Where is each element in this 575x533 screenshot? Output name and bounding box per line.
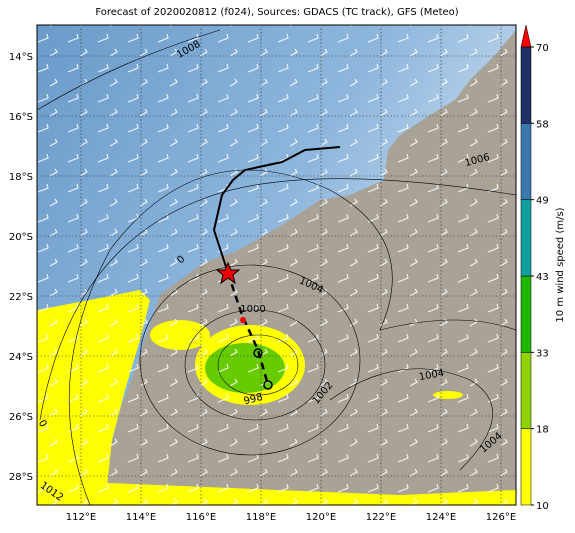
forecast-point [263, 380, 273, 390]
map-title: Forecast of 2020020812 (f024), Sources: … [95, 7, 458, 18]
colorbar-tick-label: 18 [536, 425, 549, 436]
map-area [37, 25, 516, 505]
forecast-point [240, 317, 246, 323]
track-forecast [226, 272, 270, 386]
colorbar-segment [520, 275, 532, 353]
colorbar: 10 18 33 43 49 58 70 10 m wind speed (m/s) [520, 24, 566, 512]
lon-label: 112°E [66, 512, 96, 523]
lon-label: 114°E [126, 512, 156, 523]
colorbar-tick-label: 70 [536, 43, 549, 54]
wind-barbs [37, 25, 516, 505]
isobar-label: 0 [36, 418, 49, 429]
lat-label: 18°S [9, 172, 33, 183]
colorbar-label: 10 m wind speed (m/s) [555, 207, 566, 322]
track-past [212, 146, 341, 274]
lon-label: 116°E [186, 512, 216, 523]
colorbar-tick-label: 10 [536, 501, 549, 512]
forecast-point [253, 348, 263, 358]
current-position [215, 261, 241, 285]
colorbar-segment [520, 428, 532, 506]
map-frame [36, 24, 517, 506]
colorbar-segment [520, 199, 532, 277]
isobar-label: 1004 [418, 368, 445, 383]
lat-label: 22°S [9, 292, 33, 303]
lon-label: 124°E [426, 512, 456, 523]
colorbar-tick-label: 33 [536, 348, 549, 359]
lon-label: 122°E [366, 512, 396, 523]
lon-label: 126°E [486, 512, 516, 523]
isobars [37, 29, 516, 505]
lat-label: 14°S [9, 52, 33, 63]
lat-label: 26°S [9, 412, 33, 423]
isobar-label: 0 [175, 254, 187, 267]
lat-label: 20°S [9, 232, 33, 243]
tc-track [212, 146, 341, 390]
colorbar-segment [520, 352, 532, 429]
lat-label: 28°S [9, 472, 33, 483]
colorbar-tick-label: 49 [536, 196, 549, 207]
graticule: 14°S 16°S 18°S 20°S 22°S 24°S 26°S 28°S 112°E 114… [9, 25, 516, 523]
colorbar-tick-label: 43 [536, 272, 549, 283]
lon-label: 120°E [306, 512, 336, 523]
lat-label: 24°S [9, 352, 33, 363]
lon-label: 118°E [246, 512, 276, 523]
isobar-label: 1000 [240, 304, 265, 315]
colorbar-segment [520, 46, 532, 124]
colorbar-tick-label: 58 [536, 119, 549, 130]
lat-label: 16°S [9, 112, 33, 123]
isobar-label: 998 [243, 392, 264, 408]
colorbar-segment [520, 123, 532, 200]
colorbar-extend [520, 24, 532, 48]
